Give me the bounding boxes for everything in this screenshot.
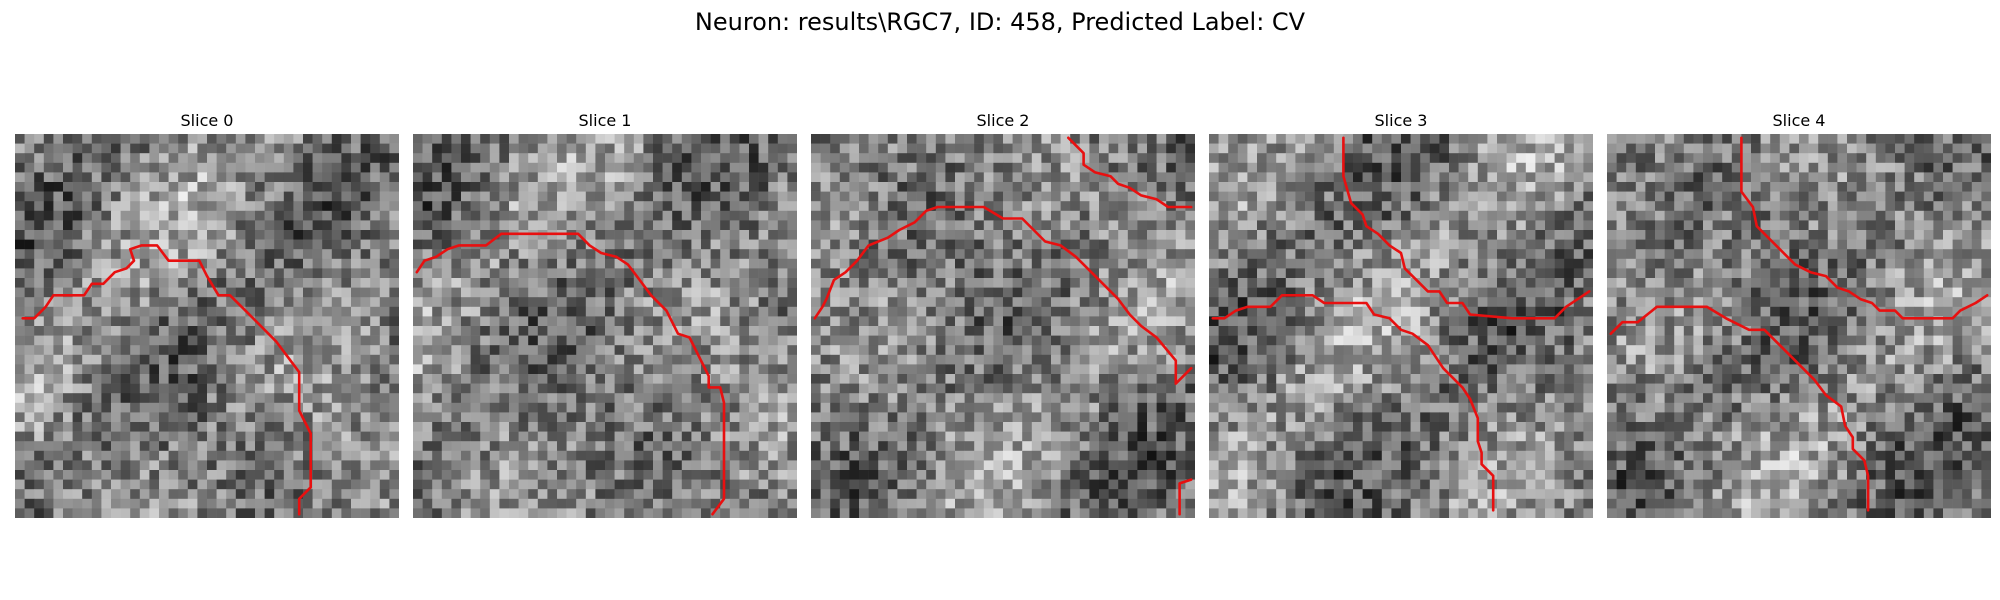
red-trace-line-0 xyxy=(415,232,726,516)
slice-panel-3: Slice 3 xyxy=(1209,108,1593,518)
pixel-grid xyxy=(413,134,797,518)
slice-image xyxy=(413,134,797,518)
slice-image xyxy=(15,134,399,518)
slice-title: Slice 4 xyxy=(1772,111,1826,130)
red-trace-line-0 xyxy=(1740,136,1989,320)
slice-panel-4: Slice 4 xyxy=(1607,108,1991,518)
red-trace-line-2 xyxy=(1178,478,1193,516)
slice-title: Slice 0 xyxy=(180,111,234,130)
pixel-grid xyxy=(1209,134,1593,518)
red-trace-line-1 xyxy=(1609,305,1870,512)
slice-title: Slice 1 xyxy=(578,111,632,130)
figure-title: Neuron: results\RGC7, ID: 458, Predicted… xyxy=(694,8,1306,36)
red-trace-line-0 xyxy=(1342,136,1591,320)
slice-image xyxy=(811,134,1195,518)
pixel-grid xyxy=(1607,134,1991,518)
slice-image xyxy=(1209,134,1593,518)
red-trace-line-1 xyxy=(1066,136,1193,209)
pixel-grid xyxy=(811,134,1195,518)
slice-panel-1: Slice 1 xyxy=(413,108,797,518)
slice-image xyxy=(1607,134,1991,518)
red-trace-line-0 xyxy=(21,244,313,516)
red-trace-line-0 xyxy=(813,205,1193,385)
slice-panel-2: Slice 2 xyxy=(811,108,1195,518)
red-trace-line-1 xyxy=(1211,294,1495,512)
slice-title: Slice 2 xyxy=(976,111,1030,130)
slice-title: Slice 3 xyxy=(1374,111,1428,130)
slice-panel-0: Slice 0 xyxy=(15,108,399,518)
pixel-grid xyxy=(15,134,399,518)
